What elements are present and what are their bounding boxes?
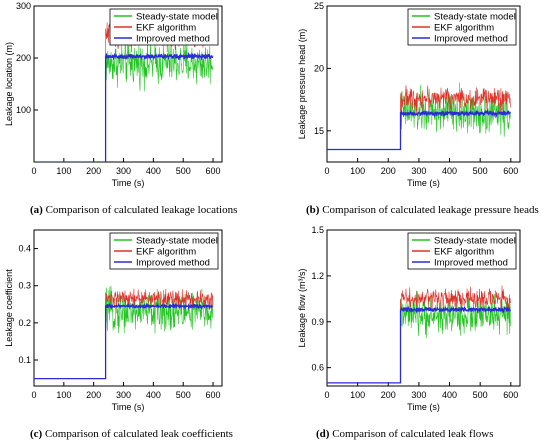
x-tick-label: 200 <box>381 166 396 176</box>
legend-label: EKF algorithm <box>136 23 196 34</box>
series-line-steady-state-model <box>34 285 213 379</box>
x-tick-label: 0 <box>324 166 329 176</box>
y-tick-label: 0.4 <box>18 244 31 254</box>
series-line-improved-method <box>34 51 214 162</box>
series-line-ekf-algorithm <box>34 288 213 379</box>
x-axis-label: Time (s) <box>407 178 440 188</box>
chart-panel-2: 0 100 200 300 400 500 600 0.1 0.2 0.3 0.4 Time (s) L… <box>4 229 223 412</box>
y-tick-label: 1.5 <box>311 225 324 235</box>
series-line-improved-method <box>34 302 214 380</box>
chart-panel-0: 0 100 200 300 400 500 600 100 200 300 Time (s) Leak… <box>4 1 223 188</box>
x-tick-label: 400 <box>442 390 457 400</box>
legend-label: Improved method <box>434 34 508 45</box>
y-tick-label: 0.1 <box>18 355 31 365</box>
legend-label: EKF algorithm <box>434 23 494 34</box>
x-tick-label: 300 <box>411 166 426 176</box>
x-tick-label: 500 <box>473 166 488 176</box>
legend-label: Steady-state model <box>434 236 516 247</box>
x-tick-label: 100 <box>56 390 71 400</box>
x-tick-label: 200 <box>86 166 101 176</box>
y-axis-label: Leakage location (m) <box>4 42 14 126</box>
series-line-steady-state-model <box>34 37 213 162</box>
y-tick-label: 25 <box>314 1 324 11</box>
y-tick-label: 1.2 <box>311 271 324 281</box>
plot-frame <box>33 229 223 387</box>
x-tick-label: 300 <box>116 166 131 176</box>
caption-b-tag: (b) <box>306 204 320 216</box>
series-line-steady-state-model <box>327 290 511 384</box>
x-tick-label: 100 <box>350 390 365 400</box>
caption-d-tag: (d) <box>316 428 330 440</box>
x-tick-label: 0 <box>324 390 329 400</box>
y-tick-label: 20 <box>314 63 324 73</box>
caption-c-tag: (c) <box>30 428 43 440</box>
chart-panel-1: 0 100 200 300 400 500 600 15 20 25 Time (s) Leakage… <box>297 1 521 188</box>
x-axis-label: Time (s) <box>112 178 145 188</box>
legend-label: Improved method <box>136 34 210 45</box>
series-line-ekf-algorithm <box>327 85 511 150</box>
series-line-steady-state-model <box>327 82 511 150</box>
x-tick-label: 500 <box>473 390 488 400</box>
x-tick-label: 300 <box>116 390 131 400</box>
caption-a-text: Comparison of calculated leakage locatio… <box>42 204 238 216</box>
x-tick-label: 500 <box>176 390 191 400</box>
caption-b-text: Comparison of calculated leakage pressur… <box>319 204 539 216</box>
x-tick-label: 100 <box>350 166 365 176</box>
x-tick-label: 500 <box>176 166 191 176</box>
x-tick-label: 400 <box>146 390 161 400</box>
caption-b: (b) Comparison of calculated leakage pre… <box>306 204 539 216</box>
plot-frame <box>326 5 521 163</box>
x-tick-label: 600 <box>206 166 221 176</box>
caption-c: (c) Comparison of calculated leak coeffi… <box>30 428 233 440</box>
caption-c-text: Comparison of calculated leak coefficien… <box>42 428 233 440</box>
y-tick-label: 0.3 <box>18 281 31 291</box>
x-tick-label: 200 <box>381 390 396 400</box>
x-tick-label: 400 <box>146 166 161 176</box>
x-tick-label: 300 <box>411 390 426 400</box>
y-axis-label: Leakage coefficient <box>4 269 14 347</box>
caption-a: (a) Comparison of calculated leakage loc… <box>30 204 237 216</box>
x-tick-label: 400 <box>442 166 457 176</box>
y-tick-label: 0.6 <box>311 363 324 373</box>
legend-label: EKF algorithm <box>136 247 196 258</box>
legend-label: Steady-state model <box>136 236 218 247</box>
chart-panel-3: 0 100 200 300 400 500 600 0.6 0.9 1.2 1.5 Time (s) L… <box>297 225 521 412</box>
series-line-improved-method <box>327 108 511 151</box>
series-line-improved-method <box>327 305 511 384</box>
plot-frame <box>326 229 521 387</box>
y-tick-label: 0.2 <box>18 318 31 328</box>
x-tick-label: 600 <box>206 390 221 400</box>
legend-label: Improved method <box>434 258 508 269</box>
series-line-ekf-algorithm <box>327 285 511 384</box>
x-axis-label: Time (s) <box>407 402 440 412</box>
x-tick-label: 600 <box>503 390 518 400</box>
y-tick-label: 0.9 <box>311 317 324 327</box>
x-tick-label: 0 <box>31 166 36 176</box>
x-tick-label: 600 <box>503 166 518 176</box>
x-axis-label: Time (s) <box>112 402 145 412</box>
caption-d: (d) Comparison of calculated leak flows <box>316 428 494 440</box>
legend-label: Improved method <box>136 258 210 269</box>
y-axis-label: Leakage pressure head (m) <box>297 29 307 140</box>
x-tick-label: 200 <box>86 390 101 400</box>
y-tick-label: 100 <box>16 105 31 115</box>
caption-d-text: Comparison of calculated leak flows <box>329 428 494 440</box>
y-tick-label: 15 <box>314 126 324 136</box>
legend-label: Steady-state model <box>136 12 218 23</box>
legend-label: Steady-state model <box>434 12 516 23</box>
x-tick-label: 100 <box>56 166 71 176</box>
legend-label: EKF algorithm <box>434 247 494 258</box>
y-tick-label: 200 <box>16 53 31 63</box>
plot-frame <box>33 5 223 163</box>
y-tick-label: 300 <box>16 1 31 11</box>
caption-a-tag: (a) <box>30 204 43 216</box>
y-axis-label: Leakage flow (m³/s) <box>297 268 307 347</box>
x-tick-label: 0 <box>31 390 36 400</box>
